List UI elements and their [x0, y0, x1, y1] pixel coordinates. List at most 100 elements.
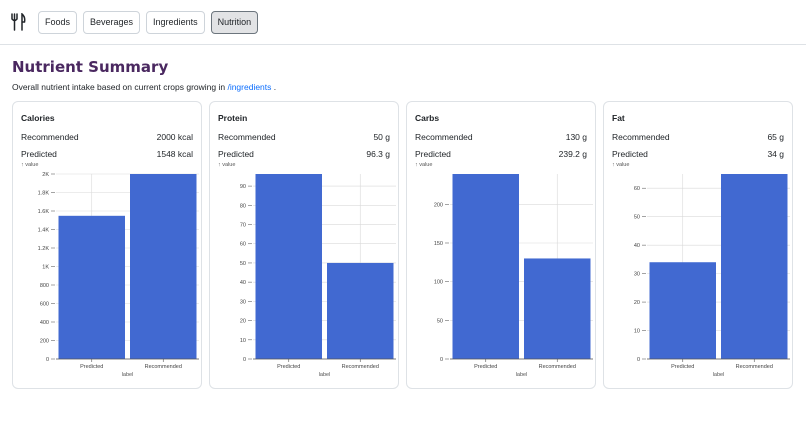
y-tick-label: 200 [434, 202, 443, 208]
x-tick-label: Recommended [539, 364, 576, 370]
y-tick-label: 0 [440, 357, 443, 363]
bar-predicted [452, 174, 519, 359]
recommended-label: Recommended [218, 132, 276, 142]
recommended-value: 2000 kcal [156, 132, 193, 142]
bar-recommended [327, 262, 394, 359]
predicted-value: 34 g [767, 149, 784, 159]
y-tick-label: 0 [637, 357, 640, 363]
x-tick-label: Predicted [277, 364, 300, 370]
card-title: Calories [21, 113, 55, 123]
recommended-row: Recommended 65 g [612, 132, 784, 142]
x-axis-label: label [713, 372, 725, 378]
y-tick-label: 20 [634, 300, 640, 306]
y-tick-label: 80 [240, 203, 246, 209]
predicted-value: 96.3 g [366, 149, 390, 159]
calories-card: Calories Recommended 2000 kcal Predicted 1… [12, 101, 202, 389]
recommended-label: Recommended [415, 132, 473, 142]
predicted-row: Predicted 96.3 g [218, 149, 390, 159]
y-tick-label: 30 [240, 299, 246, 305]
y-tick-label: 50 [634, 215, 640, 221]
y-tick-label: 60 [240, 242, 246, 248]
y-tick-label: 1.2K [38, 246, 50, 252]
y-tick-label: 50 [240, 261, 246, 267]
y-tick-label: 1.8K [38, 191, 50, 197]
y-tick-label: 100 [434, 280, 443, 286]
card-title: Carbs [415, 113, 440, 123]
predicted-row: Predicted 1548 kcal [21, 149, 193, 159]
y-tick-label: 40 [240, 280, 246, 286]
y-tick-label: 10 [240, 338, 246, 344]
y-tick-label: 1.6K [38, 209, 50, 215]
predicted-value: 239.2 g [558, 149, 587, 159]
y-tick-label: 30 [634, 272, 640, 278]
recommended-label: Recommended [21, 132, 79, 142]
predicted-row: Predicted 239.2 g [415, 149, 587, 159]
y-tick-label: 0 [46, 357, 49, 363]
predicted-label: Predicted [612, 149, 648, 159]
x-axis-label: label [122, 372, 134, 378]
x-tick-label: Predicted [474, 364, 497, 370]
y-tick-label: 2K [42, 172, 49, 178]
predicted-label: Predicted [21, 149, 57, 159]
fork-and-knife-icon[interactable] [10, 12, 28, 32]
page-title: Nutrient Summary [12, 58, 169, 76]
subtitle-text: Overall nutrient intake based on current… [12, 82, 228, 92]
y-tick-label: 1K [42, 265, 49, 271]
y-tick-label: 0 [243, 357, 246, 363]
y-tick-label: 50 [437, 318, 443, 324]
y-tick-label: 800 [40, 283, 49, 289]
nav-nutrition-button[interactable]: Nutrition [210, 10, 259, 34]
y-axis-label: ↑ value [612, 162, 629, 168]
card-title: Fat [612, 113, 625, 123]
page-subtitle: Overall nutrient intake based on current… [12, 82, 276, 92]
recommended-value: 65 g [767, 132, 784, 142]
nav-foods-button[interactable]: Foods [38, 10, 78, 34]
bar-predicted [649, 262, 716, 359]
ingredients-link[interactable]: /ingredients [227, 82, 272, 92]
carbs-bar-chart: ↑ value 0 50 100 150 200 Predicted Recommended l… [415, 162, 593, 378]
predicted-label: Predicted [415, 149, 451, 159]
y-tick-label: 70 [240, 223, 246, 229]
recommended-row: Recommended 2000 kcal [21, 132, 193, 142]
bar-recommended [721, 174, 788, 359]
recommended-label: Recommended [612, 132, 670, 142]
y-tick-label: 150 [434, 241, 443, 247]
x-tick-label: Predicted [80, 364, 103, 370]
recommended-value: 130 g [565, 132, 587, 142]
nav-beverages-button[interactable]: Beverages [83, 10, 141, 34]
bar-predicted [255, 174, 322, 359]
y-axis-label: ↑ value [415, 162, 432, 168]
bar-predicted [58, 215, 125, 359]
x-tick-label: Recommended [736, 364, 773, 370]
y-tick-label: 400 [40, 320, 49, 326]
y-tick-label: 90 [240, 184, 246, 190]
y-tick-label: 1.4K [38, 228, 50, 234]
x-tick-label: Recommended [145, 364, 182, 370]
nav-ingredients-button[interactable]: Ingredients [146, 10, 205, 34]
y-axis-label: ↑ value [21, 162, 38, 168]
fat-card: Fat Recommended 65 g Predicted 34 g ↑ valu… [603, 101, 793, 389]
recommended-row: Recommended 130 g [415, 132, 587, 142]
card-title: Protein [218, 113, 248, 123]
y-tick-label: 600 [40, 302, 49, 308]
carbs-card: Carbs Recommended 130 g Predicted 239.2 g … [406, 101, 596, 389]
bar-recommended [130, 174, 197, 359]
y-axis-label: ↑ value [218, 162, 235, 168]
y-tick-label: 20 [240, 319, 246, 325]
protein-card: Protein Recommended 50 g Predicted 96.3 g … [209, 101, 399, 389]
bar-recommended [524, 258, 591, 359]
predicted-row: Predicted 34 g [612, 149, 784, 159]
x-axis-label: label [319, 372, 331, 378]
fat-bar-chart: ↑ value 0 10 20 30 40 50 60 Predicted Recommended… [612, 162, 790, 378]
navbar: Foods Beverages Ingredients Nutrition [0, 0, 806, 45]
y-tick-label: 60 [634, 186, 640, 192]
subtitle-suffix: . [271, 82, 277, 92]
predicted-value: 1548 kcal [156, 149, 193, 159]
y-tick-label: 10 [634, 329, 640, 335]
protein-bar-chart: ↑ value 0 10 20 30 40 50 60 70 80 90 Predicted Recom… [218, 162, 396, 378]
recommended-value: 50 g [373, 132, 390, 142]
y-tick-label: 40 [634, 243, 640, 249]
x-axis-label: label [516, 372, 528, 378]
calories-bar-chart: ↑ value 0 200 400 600 800 1K 1.2K 1.4K 1.6K 1.8K 2K… [21, 162, 199, 378]
y-tick-label: 200 [40, 339, 49, 345]
